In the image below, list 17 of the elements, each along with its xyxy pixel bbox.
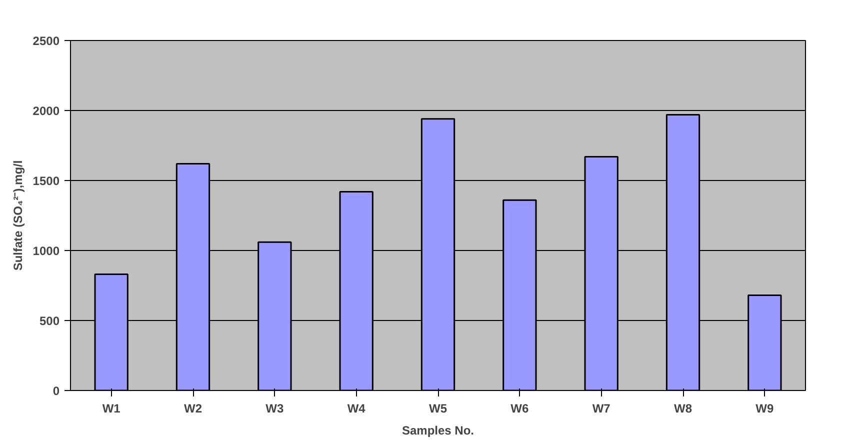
- y-tick-label: 0: [52, 384, 60, 398]
- y-tick-label: 2000: [32, 104, 60, 118]
- x-tick-label: W8: [674, 402, 692, 416]
- y-tick-label: 1000: [32, 244, 60, 258]
- x-tick-label: W5: [429, 402, 448, 416]
- x-tick-label: W2: [184, 402, 202, 416]
- y-tick-label: 2500: [32, 34, 60, 48]
- y-axis-title: Sulfate (SO₄²⁻),mg/l: [10, 160, 25, 271]
- y-tick-label: 1500: [32, 174, 60, 188]
- x-tick-label: W7: [592, 402, 611, 416]
- y-tick-label: 500: [39, 314, 60, 328]
- x-tick-label: W9: [756, 402, 774, 416]
- x-tick-label: W3: [266, 402, 284, 416]
- x-tick-label: W1: [102, 402, 121, 416]
- x-tick-label: W4: [347, 402, 366, 416]
- x-tick-label: W6: [510, 402, 529, 416]
- x-axis-title: Samples No.: [402, 424, 474, 438]
